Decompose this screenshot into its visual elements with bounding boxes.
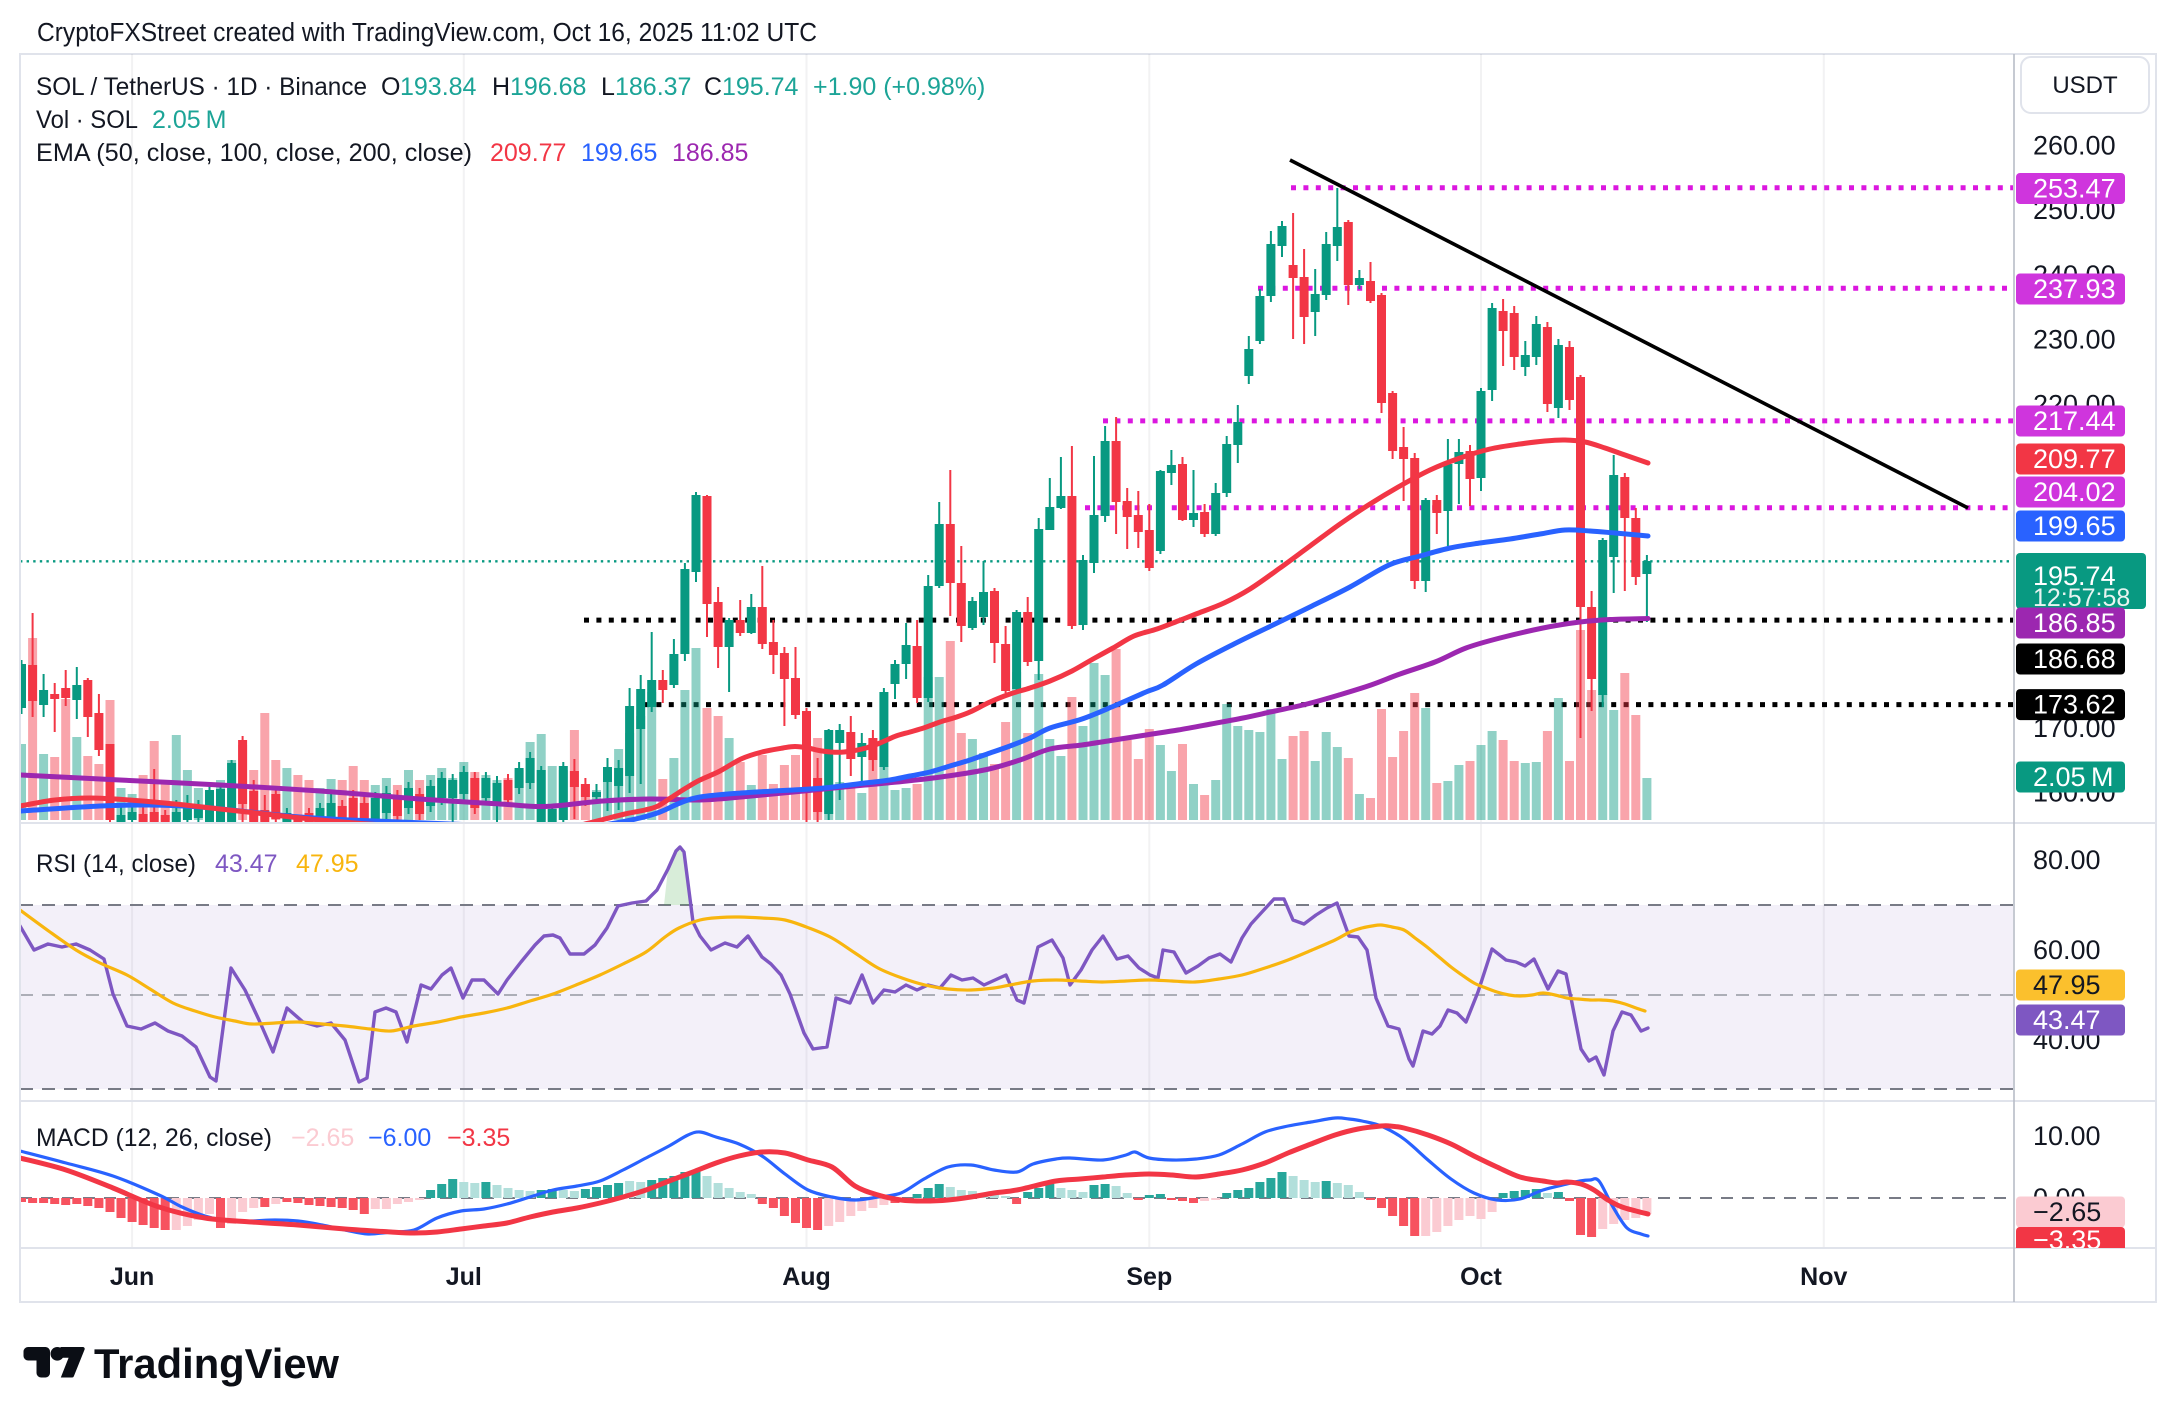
- svg-text:Aug: Aug: [782, 1263, 831, 1291]
- svg-text:47.95: 47.95: [2033, 970, 2101, 1000]
- svg-text:Nov: Nov: [1800, 1263, 1847, 1291]
- svg-text:EMA (50, close, 100, close, 20: EMA (50, close, 100, close, 200, close): [36, 139, 472, 167]
- svg-text:199.65: 199.65: [581, 139, 657, 167]
- svg-text:193.84: 193.84: [400, 73, 477, 101]
- svg-text:USDT: USDT: [2052, 72, 2118, 99]
- svg-text:80.00: 80.00: [2033, 845, 2101, 875]
- svg-text:L: L: [601, 73, 615, 101]
- svg-text:−2.65: −2.65: [2033, 1197, 2101, 1227]
- svg-text:SOL / TetherUS · 1D · Binance: SOL / TetherUS · 1D · Binance: [36, 73, 367, 101]
- svg-text:253.47: 253.47: [2033, 174, 2116, 204]
- svg-text:237.93: 237.93: [2033, 274, 2116, 304]
- svg-text:12:57:58: 12:57:58: [2033, 584, 2130, 612]
- svg-text:−3.35: −3.35: [2033, 1225, 2101, 1255]
- svg-text:195.74: 195.74: [2033, 561, 2116, 591]
- svg-text:RSI (14, close): RSI (14, close): [36, 850, 196, 878]
- svg-text:186.85: 186.85: [672, 139, 748, 167]
- svg-text:186.85: 186.85: [2033, 608, 2116, 638]
- svg-text:Vol · SOL: Vol · SOL: [36, 106, 138, 134]
- svg-text:196.68: 196.68: [510, 73, 586, 101]
- svg-text:O: O: [381, 73, 400, 101]
- svg-text:2.05 M: 2.05 M: [2033, 762, 2113, 792]
- svg-text:47.95: 47.95: [296, 850, 359, 878]
- svg-text:Jun: Jun: [110, 1263, 154, 1291]
- svg-text:43.47: 43.47: [2033, 1005, 2101, 1035]
- svg-text:+1.90 (+0.98%): +1.90 (+0.98%): [813, 73, 985, 101]
- svg-text:230.00: 230.00: [2033, 325, 2116, 355]
- svg-text:60.00: 60.00: [2033, 935, 2101, 965]
- svg-text:209.77: 209.77: [490, 139, 566, 167]
- svg-text:−6.00: −6.00: [368, 1124, 431, 1152]
- svg-text:2.05 M: 2.05 M: [152, 106, 227, 134]
- svg-text:10.00: 10.00: [2033, 1121, 2101, 1151]
- svg-text:186.37: 186.37: [615, 73, 691, 101]
- svg-text:CryptoFXStreet created with Tr: CryptoFXStreet created with TradingView.…: [37, 19, 817, 47]
- svg-text:186.68: 186.68: [2033, 644, 2116, 674]
- svg-text:Jul: Jul: [446, 1263, 482, 1291]
- svg-text:199.65: 199.65: [2033, 511, 2116, 541]
- svg-text:C: C: [704, 73, 722, 101]
- svg-text:260.00: 260.00: [2033, 131, 2116, 161]
- svg-text:217.44: 217.44: [2033, 406, 2116, 436]
- svg-text:−2.65: −2.65: [291, 1124, 354, 1152]
- svg-text:Oct: Oct: [1460, 1263, 1502, 1291]
- svg-text:209.77: 209.77: [2033, 444, 2116, 474]
- svg-text:TradingView: TradingView: [94, 1340, 339, 1387]
- svg-text:−3.35: −3.35: [447, 1124, 510, 1152]
- svg-text:H: H: [492, 73, 510, 101]
- svg-text:MACD (12, 26, close): MACD (12, 26, close): [36, 1124, 272, 1152]
- svg-text:173.62: 173.62: [2033, 690, 2116, 720]
- svg-text:Sep: Sep: [1126, 1263, 1172, 1291]
- svg-text:43.47: 43.47: [215, 850, 278, 878]
- svg-text:195.74: 195.74: [722, 73, 799, 101]
- svg-text:204.02: 204.02: [2033, 477, 2116, 507]
